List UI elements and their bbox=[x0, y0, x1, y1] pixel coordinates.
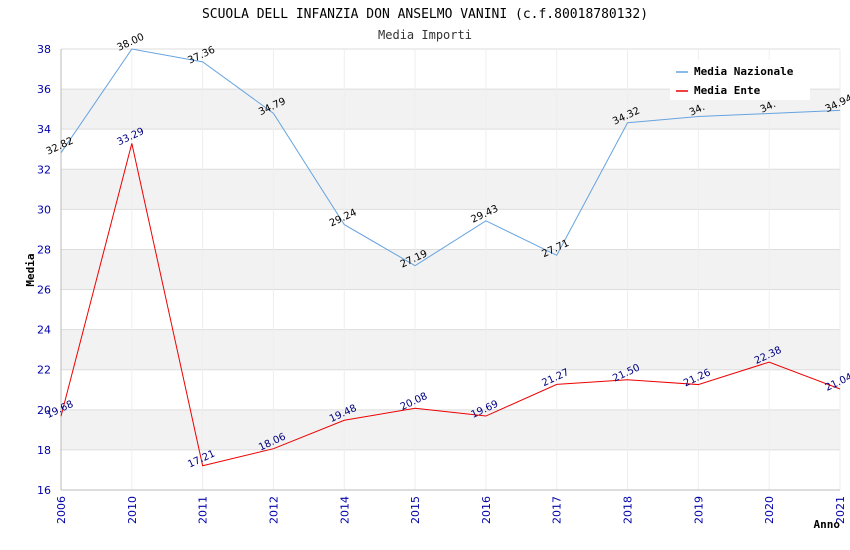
x-tick-label: 2014 bbox=[338, 496, 351, 524]
y-tick-labels: 16 18 20 22 24 26 28 30 32 34 36 38 bbox=[37, 43, 51, 497]
data-label-nazionale: 32.82 bbox=[45, 136, 76, 158]
chart-subtitle: Media Importi bbox=[378, 28, 472, 42]
x-tick-label: 2018 bbox=[622, 496, 635, 524]
x-tick-labels: 2006 2010 2011 2012 2014 2015 2016 2017 2018 2019… bbox=[55, 496, 847, 524]
x-tick-label: 2019 bbox=[692, 496, 705, 524]
legend-label-nazionale: Media Nazionale bbox=[694, 65, 794, 78]
series-line-ente bbox=[60, 143, 841, 467]
y-tick-label: 20 bbox=[37, 404, 51, 417]
x-tick-label: 2010 bbox=[126, 496, 139, 524]
data-label-nazionale: 37.36 bbox=[186, 45, 217, 67]
x-tick-label: 2012 bbox=[267, 496, 280, 524]
data-label-ente: 21.04 bbox=[824, 372, 850, 394]
chart-title: SCUOLA DELL INFANZIA DON ANSELMO VANINI … bbox=[202, 7, 648, 22]
y-tick-label: 32 bbox=[37, 163, 51, 176]
grid-band bbox=[61, 249, 840, 290]
y-tick-label: 18 bbox=[37, 444, 51, 457]
grid-bands bbox=[61, 89, 840, 450]
y-tick-label: 26 bbox=[37, 284, 51, 297]
series-lines bbox=[60, 48, 841, 467]
legend-background bbox=[670, 60, 810, 100]
y-tick-label: 22 bbox=[37, 364, 51, 377]
y-tick-label: 36 bbox=[37, 83, 51, 96]
data-label-ente: 21.27 bbox=[540, 367, 571, 389]
x-tick-label: 2006 bbox=[55, 496, 68, 524]
x-tick-label: 2011 bbox=[197, 496, 210, 524]
x-tick-label: 2016 bbox=[480, 496, 493, 524]
y-tick-label: 30 bbox=[37, 203, 51, 216]
x-tick-label: 2015 bbox=[409, 496, 422, 524]
x-tick-label: 2020 bbox=[763, 496, 776, 524]
y-tick-label: 24 bbox=[37, 324, 51, 337]
grid-band bbox=[61, 329, 840, 370]
y-tick-label: 28 bbox=[37, 243, 51, 256]
y-axis-label: Media bbox=[24, 253, 37, 286]
x-tick-label: 2017 bbox=[551, 496, 564, 524]
data-label-ente: 17.21 bbox=[186, 448, 217, 470]
y-tick-label: 16 bbox=[37, 484, 51, 497]
data-label-nazionale: 29.24 bbox=[328, 207, 359, 229]
grid-band bbox=[61, 169, 840, 210]
legend-label-ente: Media Ente bbox=[694, 84, 761, 97]
y-tick-label: 38 bbox=[37, 43, 51, 56]
legend: Media Nazionale Media Ente bbox=[670, 60, 810, 100]
grid-band bbox=[61, 409, 840, 450]
data-label-ente: 21.26 bbox=[682, 367, 713, 389]
x-tick-label: 2021 bbox=[834, 496, 847, 524]
series-line-nazionale bbox=[60, 48, 841, 267]
y-tick-label: 34 bbox=[37, 123, 51, 136]
x-axis-label: Anno bbox=[814, 518, 841, 531]
